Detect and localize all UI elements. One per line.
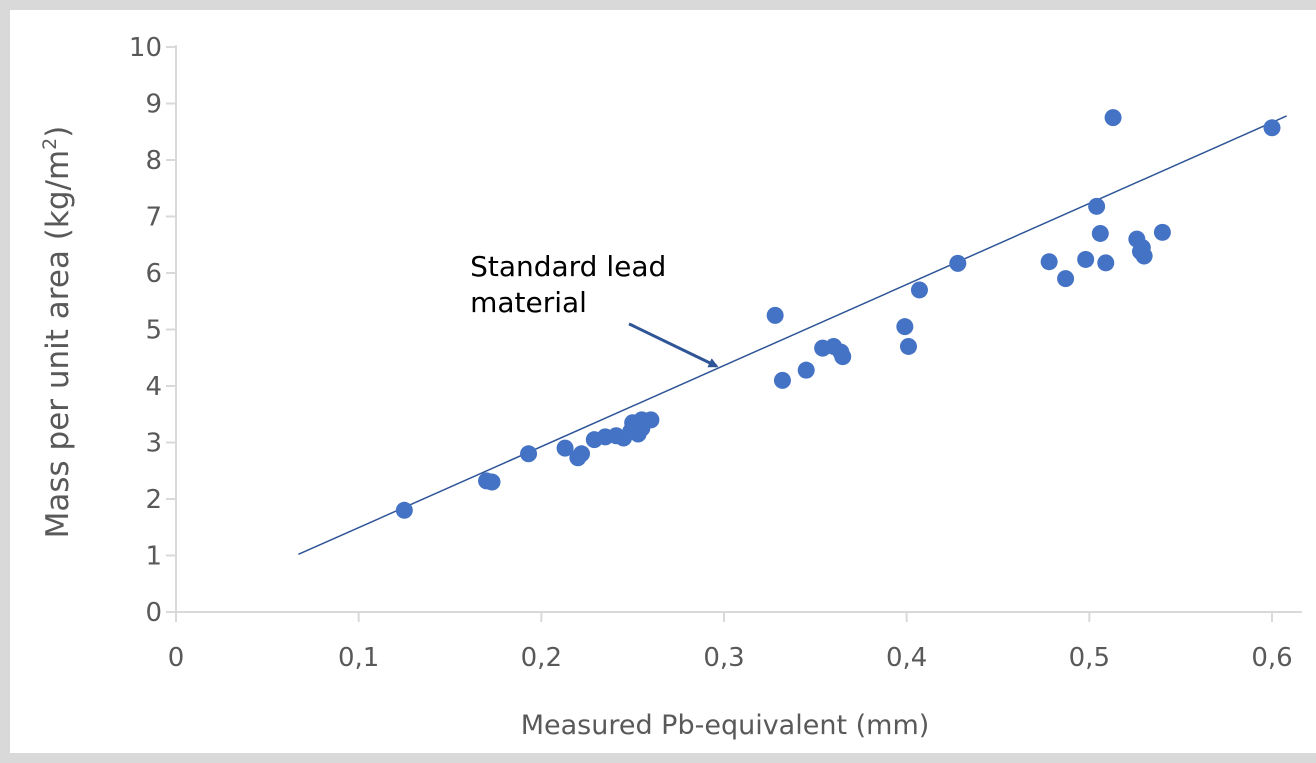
y-axis-title-text: Mass per unit area (kg/m xyxy=(40,150,76,539)
trend-line xyxy=(298,115,1287,556)
data-point xyxy=(797,361,815,379)
y-tick-label: 9 xyxy=(145,90,162,120)
chart-frame: 0 1 2 3 4 5 6 7 8 9 10 0 0,1 0,2 0,3 0,4 0,5 0,6 Standard… xyxy=(10,10,1316,753)
y-axis-title-suffix: ) xyxy=(40,126,76,138)
data-point xyxy=(395,501,413,519)
annotation-text: material xyxy=(470,286,587,319)
data-point xyxy=(642,411,660,429)
x-tick-label: 0,6 xyxy=(1251,643,1292,673)
y-tick-label: 8 xyxy=(145,146,162,176)
data-point xyxy=(520,445,538,463)
data-point xyxy=(773,371,791,389)
annotation-arrow xyxy=(628,322,719,368)
data-point xyxy=(1135,247,1153,265)
data-point xyxy=(1088,197,1106,215)
y-axis-title: Mass per unit area (kg/m2) xyxy=(39,126,76,539)
y-axis-title-superscript: 2 xyxy=(39,138,61,150)
data-point xyxy=(1040,253,1058,271)
y-tick-label: 10 xyxy=(129,33,162,63)
y-tick-label: 3 xyxy=(145,429,162,459)
y-tick-label: 0 xyxy=(145,598,162,628)
x-axis-title: Measured Pb-equivalent (mm) xyxy=(521,710,930,741)
scatter-chart: 0 1 2 3 4 5 6 7 8 9 10 0 0,1 0,2 0,3 0,4 0,5 0,6 Standard… xyxy=(39,33,1302,741)
data-point xyxy=(573,445,591,463)
x-tick-label: 0,2 xyxy=(521,643,562,673)
data-point xyxy=(910,281,928,299)
data-point xyxy=(1057,270,1075,288)
x-tick-label: 0,5 xyxy=(1069,643,1110,673)
data-point xyxy=(899,337,917,355)
annotation-text: Standard lead xyxy=(470,250,666,283)
data-point xyxy=(483,473,501,491)
data-point xyxy=(1104,109,1122,127)
x-tick-label: 0,3 xyxy=(703,643,744,673)
y-tick-label: 1 xyxy=(145,542,162,572)
y-tick-label: 6 xyxy=(145,259,162,289)
y-tick-label: 7 xyxy=(145,203,162,233)
data-point xyxy=(1097,254,1115,272)
data-point xyxy=(1091,224,1109,242)
y-tick-label: 4 xyxy=(145,372,162,402)
y-tick-label: 2 xyxy=(145,485,162,515)
data-point xyxy=(896,318,914,336)
data-point xyxy=(834,348,852,366)
x-tick-label: 0,1 xyxy=(338,643,379,673)
data-point xyxy=(949,254,967,272)
data-point xyxy=(766,306,784,324)
x-tick-label: 0 xyxy=(168,643,185,673)
data-point xyxy=(1077,250,1095,268)
data-point xyxy=(1263,119,1281,137)
data-point xyxy=(556,439,574,457)
data-point xyxy=(1153,223,1171,241)
y-tick-label: 5 xyxy=(145,316,162,346)
x-tick-label: 0,4 xyxy=(886,643,927,673)
